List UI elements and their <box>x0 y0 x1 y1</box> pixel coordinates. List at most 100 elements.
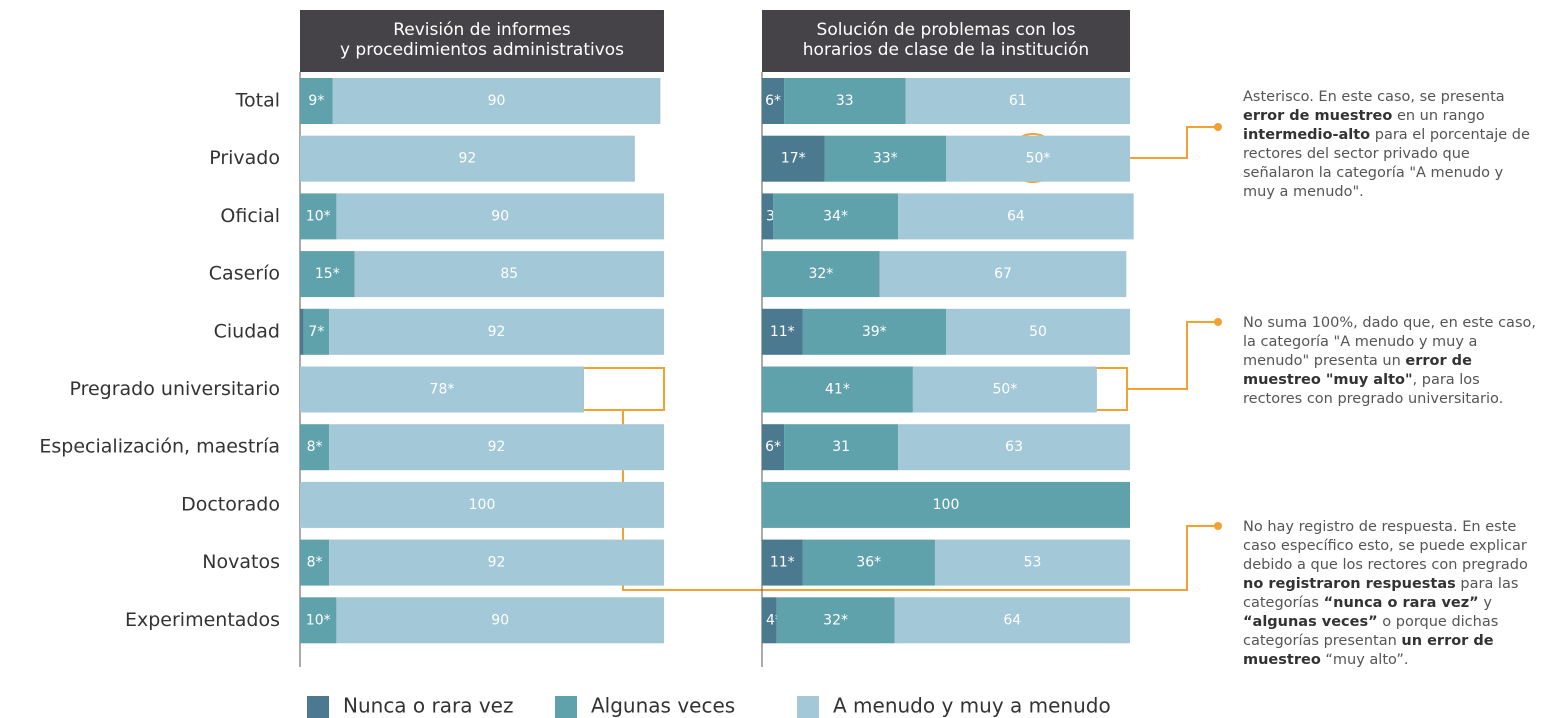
bar-segment <box>905 78 1130 124</box>
data-label: 6* <box>765 93 781 109</box>
annotation-text: “muy alto”. <box>1320 652 1409 668</box>
bar-segment <box>898 424 1130 471</box>
bar-segment <box>934 539 1130 586</box>
data-label: 34* <box>823 208 848 224</box>
bar-segment <box>946 135 1130 182</box>
bar-segment <box>332 78 661 124</box>
panel-header <box>300 10 664 72</box>
category-label: Privado <box>209 147 280 169</box>
bar-segment <box>300 308 304 355</box>
legend-swatch <box>555 696 577 718</box>
bar-segment <box>300 481 664 528</box>
category-label: Doctorado <box>181 493 280 515</box>
panel-header <box>762 10 1130 72</box>
data-label: 61 <box>1009 93 1027 109</box>
bar-segment <box>300 135 635 182</box>
data-label: 50* <box>992 382 1017 398</box>
annotation: Asterisco. En este caso, se presenta err… <box>1243 88 1539 202</box>
category-label: Pregrado universitario <box>69 378 280 400</box>
dot <box>1214 123 1222 131</box>
data-label: 17* <box>781 151 806 167</box>
bar-segment <box>762 308 803 355</box>
annotation-text: No hay registro de respuesta. En este ca… <box>1243 519 1528 573</box>
panel-title: Solución de problemas con los <box>817 20 1076 40</box>
connector <box>622 410 1218 591</box>
connector-dots <box>1214 123 1222 530</box>
data-label: 63 <box>1005 439 1023 455</box>
legend-swatch <box>797 696 819 718</box>
data-label: 90 <box>491 208 509 224</box>
panel-title: horarios de clase de la institución <box>803 40 1089 60</box>
annotation-text: un error de muestreo <box>1243 633 1494 668</box>
bar-segment <box>300 193 337 240</box>
data-label: 7* <box>308 324 324 340</box>
annotation-text: No suma 100%, dado que, en este caso, la… <box>1243 315 1536 369</box>
data-label: 92 <box>488 439 506 455</box>
bar-segment <box>329 424 664 471</box>
category-label: Caserío <box>209 263 280 285</box>
bar-segment <box>773 193 899 240</box>
category-label: Especialización, maestría <box>39 436 280 458</box>
bar-segment <box>336 597 664 644</box>
data-label: 90 <box>488 93 506 109</box>
annotation-text: error de muestreo <box>1243 108 1393 124</box>
legend-label: Nunca o rara vez <box>343 694 513 718</box>
annotation-text: , para los rectores con pregrado univers… <box>1243 372 1504 407</box>
data-label: 85 <box>500 266 518 282</box>
data-label: 15* <box>315 266 340 282</box>
data-label: 11* <box>770 555 795 571</box>
category-label: Total <box>235 90 280 112</box>
annotation-text: o porque dichas categorías presentan <box>1243 614 1499 649</box>
dot <box>1214 522 1222 530</box>
bar-segment <box>354 251 664 298</box>
bar-segment <box>300 366 584 413</box>
annotation-text: para las categorías <box>1243 576 1519 611</box>
bar-segment <box>802 539 935 586</box>
bar-segment <box>784 78 906 124</box>
bar-segment <box>300 424 330 471</box>
legend-label: Algunas veces <box>591 694 735 718</box>
bar-segment <box>329 539 664 586</box>
data-label: 9* <box>308 93 324 109</box>
annotation: No suma 100%, dado que, en este caso, la… <box>1243 314 1539 409</box>
bar-segment <box>762 539 803 586</box>
data-label: 53 <box>1024 555 1042 571</box>
data-label: 8* <box>307 555 323 571</box>
bar-segment <box>898 193 1134 240</box>
bar-segment <box>802 308 946 355</box>
data-label: 64 <box>1007 208 1025 224</box>
data-label: 41* <box>825 382 850 398</box>
data-label: 50 <box>1029 324 1047 340</box>
bar-segment <box>762 251 880 298</box>
bar-segment <box>300 78 333 124</box>
annotation-text: y <box>1478 595 1492 611</box>
annotation-text: “nunca o rara vez” <box>1323 595 1479 611</box>
panel-title: y procedimientos administrativos <box>340 40 624 60</box>
data-label: 32* <box>823 612 848 628</box>
data-label: 39* <box>862 324 887 340</box>
bar-segment <box>329 308 664 355</box>
bar-segment <box>946 308 1130 355</box>
bar-segment <box>762 135 825 182</box>
bar-segment <box>894 597 1130 644</box>
category-label: Experimentados <box>125 609 280 631</box>
bar-segment <box>879 251 1127 298</box>
data-label: 31 <box>832 439 850 455</box>
data-label: 33* <box>873 151 898 167</box>
annotation-text: en un rango <box>1392 108 1485 124</box>
highlight-rect <box>582 367 665 411</box>
annotation: No hay registro de respuesta. En este ca… <box>1243 518 1539 670</box>
bar-segment <box>776 597 895 644</box>
bar-segment <box>784 424 899 471</box>
annotation-text: intermedio-alto <box>1243 127 1371 143</box>
connector <box>1127 321 1218 390</box>
bar-segment <box>912 366 1097 413</box>
category-label: Oficial <box>220 205 280 227</box>
data-label: 32* <box>808 266 833 282</box>
annotation-text: para el porcentaje de rectores del secto… <box>1243 127 1530 200</box>
bar-segment <box>300 539 330 586</box>
data-label: 67 <box>994 266 1012 282</box>
annotation-text: “algunas veces” <box>1243 614 1378 630</box>
